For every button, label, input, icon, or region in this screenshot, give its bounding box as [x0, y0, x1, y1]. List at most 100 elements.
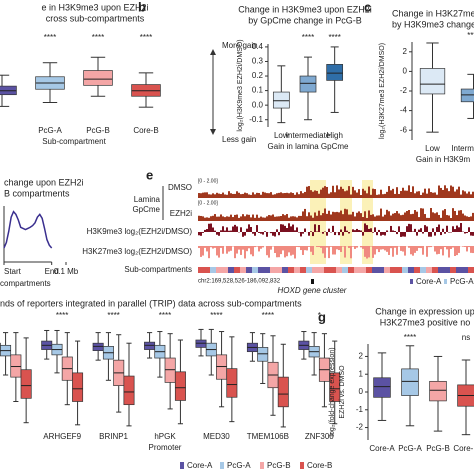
- track-bar: [462, 213, 464, 221]
- chart-title: cross sub-compartments: [46, 13, 145, 23]
- track-bar: [292, 224, 294, 232]
- track-bar: [448, 232, 450, 233]
- x-tick-label: Core-B: [133, 126, 158, 135]
- track-bar: [282, 193, 284, 198]
- track-bar: [272, 194, 274, 198]
- track-bar: [380, 189, 382, 198]
- highlight: [310, 180, 326, 264]
- track-bar: [442, 210, 444, 221]
- track-bar: [266, 246, 268, 256]
- track-bar: [400, 191, 402, 198]
- track-bar: [256, 246, 258, 247]
- track-bar: [240, 216, 242, 221]
- track-bar: [312, 191, 314, 198]
- legend-label: Core-B: [307, 461, 332, 470]
- track-bar: [410, 246, 412, 255]
- track-bar: [222, 246, 224, 254]
- track-bar: [282, 224, 284, 232]
- track-bar: [374, 189, 376, 198]
- track-bar: [284, 225, 286, 232]
- track-bar: [364, 223, 366, 232]
- track-bar: [396, 246, 398, 255]
- track-bar: [294, 194, 296, 198]
- track-bar: [438, 224, 440, 232]
- track-bar: [390, 225, 392, 232]
- chart-title: Change in H3K27me3 change: [392, 8, 474, 18]
- track-bar: [416, 246, 418, 251]
- legend-label: Core-A: [187, 461, 213, 470]
- track-bar: [334, 192, 336, 198]
- track-bar: [384, 214, 386, 221]
- track-bar: [332, 225, 334, 232]
- track-bar: [344, 246, 346, 258]
- track-bar: [288, 246, 290, 253]
- track-bar: [286, 228, 288, 232]
- significance: ****: [262, 311, 274, 320]
- track-bar: [202, 232, 204, 233]
- track-bar: [386, 230, 388, 232]
- subcompartment: [210, 267, 216, 273]
- track-bar: [288, 193, 290, 198]
- track-bar: [366, 225, 368, 232]
- track-bar: [358, 230, 360, 232]
- subcompartment: [222, 267, 228, 273]
- box: [144, 341, 156, 350]
- track-bar: [342, 214, 344, 221]
- track-bar: [208, 246, 210, 259]
- track-bar: [260, 246, 262, 249]
- track-bar: [252, 192, 254, 198]
- track-bar: [336, 185, 338, 198]
- y-tick-label: -6: [400, 125, 408, 134]
- track-bar: [236, 246, 238, 254]
- track-bar: [430, 192, 432, 198]
- track-bar: [456, 189, 458, 198]
- track-bar: [426, 246, 428, 257]
- track-bar: [284, 193, 286, 198]
- track-bar: [220, 194, 222, 198]
- track-bar: [334, 246, 336, 255]
- track-bar: [394, 246, 396, 248]
- track-bar: [372, 214, 374, 221]
- subcompartment: [462, 267, 468, 273]
- track-bar: [470, 232, 472, 236]
- track-bar: [470, 246, 472, 253]
- track-bar: [278, 232, 280, 236]
- track-bar: [470, 194, 472, 198]
- track-bar: [366, 246, 368, 259]
- track-label: H3K9me3 log₂(EZH2i/DMSO): [87, 227, 193, 236]
- track-bar: [444, 246, 446, 248]
- track-bar: [332, 211, 334, 221]
- track-bar: [268, 246, 270, 258]
- gene-label: HOXD gene cluster: [278, 286, 347, 295]
- subcompartment: [378, 267, 384, 273]
- subcompartment: [240, 267, 246, 273]
- significance: ****: [210, 311, 222, 320]
- track-bar: [326, 246, 328, 248]
- subcompartment: [204, 267, 210, 273]
- subcompartment: [264, 267, 270, 273]
- track-bar: [250, 246, 252, 255]
- track-bar: [394, 213, 396, 221]
- subcompartment: [408, 267, 414, 273]
- chart-title: e in H3K9me3 upon EZH2i: [41, 2, 148, 12]
- track-bar: [250, 217, 252, 221]
- track-bar: [342, 232, 344, 236]
- track-bar: [466, 232, 468, 234]
- track-bar: [410, 214, 412, 221]
- subcompartment: [288, 267, 294, 273]
- track-bar: [468, 246, 470, 248]
- track-bar: [428, 232, 430, 237]
- track-bar: [350, 246, 352, 259]
- track-bar: [198, 246, 200, 249]
- track-bar: [312, 217, 314, 221]
- x-tick-label: Start: [4, 267, 22, 276]
- chart-title: by GpCme change in PcG-B: [248, 15, 362, 25]
- track-bar: [364, 246, 366, 257]
- track-bar: [224, 217, 226, 221]
- track-bar: [462, 190, 464, 198]
- track-bar: [248, 224, 250, 232]
- track-bar: [274, 216, 276, 221]
- track-bar: [210, 216, 212, 221]
- track-bar: [418, 246, 420, 248]
- legend-swatch: [260, 462, 264, 469]
